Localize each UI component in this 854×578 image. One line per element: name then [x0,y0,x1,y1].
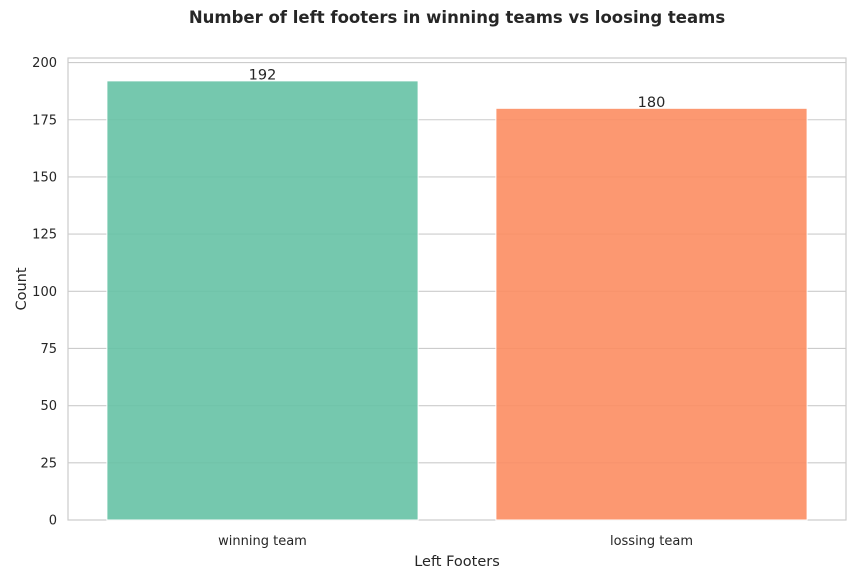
data-label: 180 [638,95,666,111]
y-tick-label: 0 [49,514,57,529]
y-tick-labels: 0 25 50 75 100 125 150 175 200 [32,56,57,528]
y-tick-label: 175 [32,113,57,128]
data-labels: 192 180 [249,67,666,110]
y-tick-label: 50 [40,399,57,414]
x-tick-label: lossing team [610,534,693,549]
bar-lossing-team [495,107,808,521]
x-tick-label: winning team [218,534,307,549]
y-tick-label: 25 [40,456,57,471]
bar-winning-team [106,80,419,521]
data-label: 192 [249,67,277,83]
chart-title: Number of left footers in winning teams … [188,8,726,27]
bars [106,80,808,521]
y-tick-label: 125 [32,228,57,243]
y-tick-label: 150 [32,170,57,185]
y-axis-label: Count [14,267,30,310]
y-tick-label: 100 [32,285,57,300]
plot-frame [67,57,847,521]
y-tick-label: 75 [40,342,57,357]
x-axis-label: Left Footers [414,554,500,570]
x-tick-labels: winning team lossing team [218,534,693,549]
y-tick-label: 200 [32,56,57,71]
